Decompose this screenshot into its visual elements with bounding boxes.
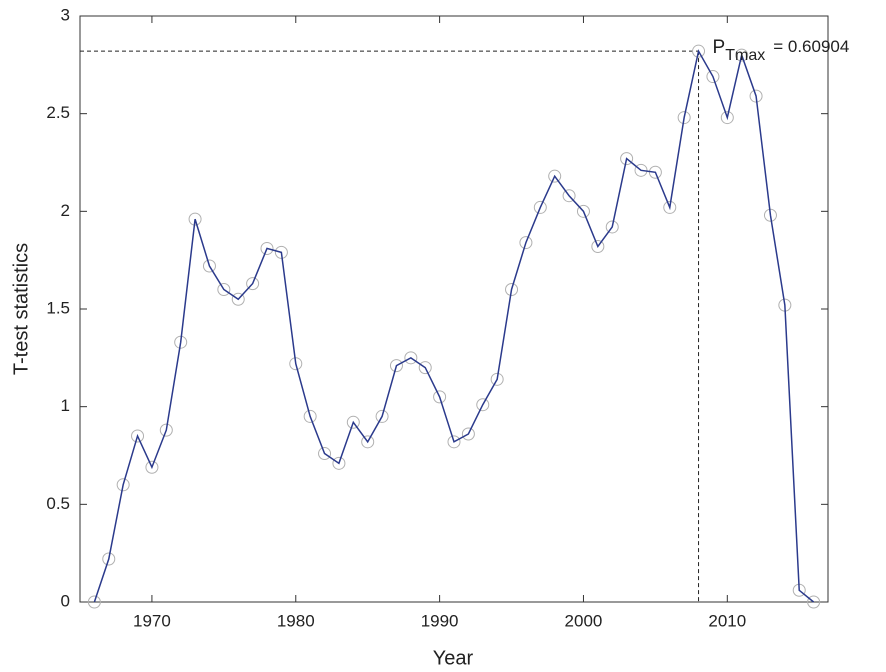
marker <box>562 189 576 203</box>
y-tick-label: 3 <box>61 5 70 24</box>
marker <box>231 292 245 306</box>
x-tick-label: 2010 <box>708 611 746 630</box>
marker <box>591 239 605 253</box>
annotation-value: = 0.60904 <box>773 38 849 57</box>
y-tick-label: 1.5 <box>46 298 70 317</box>
marker <box>634 163 648 177</box>
marker <box>274 245 288 259</box>
data-line <box>93 49 815 603</box>
marker <box>605 220 619 234</box>
y-tick-label: 1 <box>61 396 70 415</box>
marker <box>346 415 360 429</box>
marker <box>389 359 403 373</box>
marker <box>87 595 101 609</box>
marker <box>490 372 504 386</box>
marker <box>375 409 389 423</box>
marker <box>145 460 159 474</box>
marker <box>303 409 317 423</box>
marker <box>648 165 662 179</box>
marker <box>404 351 418 365</box>
marker <box>620 152 634 166</box>
marker <box>692 44 706 58</box>
marker <box>533 200 547 214</box>
marker <box>116 478 130 492</box>
marker <box>102 552 116 566</box>
marker <box>505 282 519 296</box>
marker <box>735 48 749 62</box>
marker <box>159 423 173 437</box>
marker <box>418 361 432 375</box>
plot-frame <box>79 15 829 603</box>
x-tick-label: 2000 <box>565 611 603 630</box>
marker <box>289 357 303 371</box>
marker <box>706 70 720 84</box>
marker <box>519 236 533 250</box>
annotation-symbol: P <box>713 37 726 58</box>
marker <box>447 435 461 449</box>
marker <box>663 200 677 214</box>
marker <box>576 204 590 218</box>
annotation-subscript: Tmax <box>725 47 765 64</box>
marker <box>332 456 346 470</box>
y-tick-label: 0 <box>61 591 70 610</box>
marker <box>246 277 260 291</box>
x-tick-label: 1980 <box>277 611 315 630</box>
x-tick-label: 1970 <box>133 611 171 630</box>
x-tick-label: 1990 <box>421 611 459 630</box>
marker <box>461 427 475 441</box>
y-tick-label: 2 <box>61 201 70 220</box>
y-tick-label: 0.5 <box>46 494 70 513</box>
marker <box>548 169 562 183</box>
marker <box>361 435 375 449</box>
marker <box>217 282 231 296</box>
annotation: PTmax = 0.60904 <box>713 37 850 64</box>
marker <box>131 429 145 443</box>
y-axis-label: T-test statistics <box>10 243 32 375</box>
y-tick-label: 2.5 <box>46 103 70 122</box>
marker <box>476 398 490 412</box>
marker <box>202 259 216 273</box>
marker <box>677 111 691 125</box>
marker <box>807 595 821 609</box>
marker <box>318 447 332 461</box>
marker <box>720 111 734 125</box>
marker <box>260 241 274 255</box>
marker <box>433 390 447 404</box>
x-axis-label: Year <box>433 647 474 669</box>
